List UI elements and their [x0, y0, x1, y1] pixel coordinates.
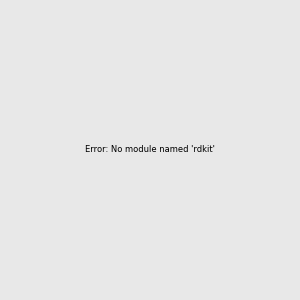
- Text: Error: No module named 'rdkit': Error: No module named 'rdkit': [85, 146, 215, 154]
